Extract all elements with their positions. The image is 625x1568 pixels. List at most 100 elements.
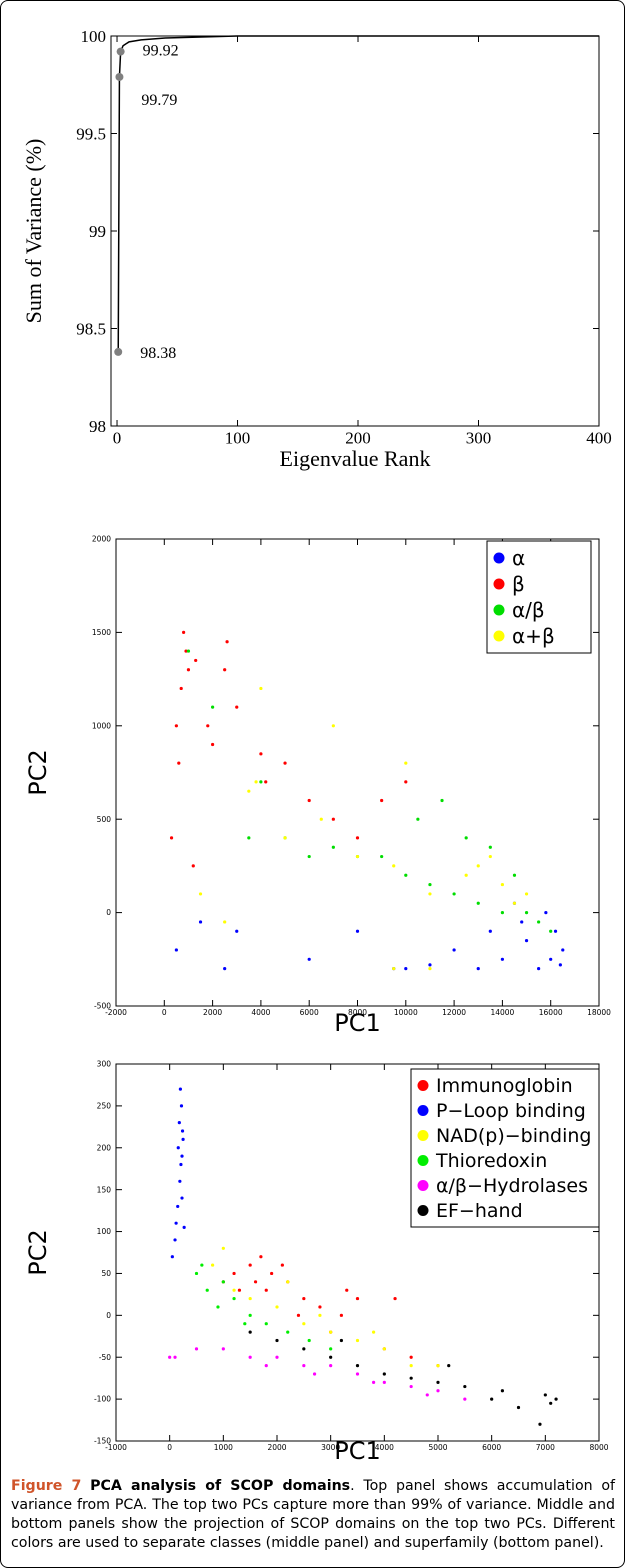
x-tick-label: 300 [466, 428, 492, 447]
x-tick-label: 6000 [482, 1443, 501, 1452]
point [168, 1355, 172, 1359]
x-tick-label: 400 [586, 428, 612, 447]
point [275, 1305, 279, 1309]
x-tick-label: 2000 [267, 1443, 286, 1452]
legend-label: P−Loop binding [436, 1100, 586, 1122]
point [186, 649, 191, 653]
point [178, 1087, 182, 1091]
x-tick-label: 2000 [203, 1008, 222, 1017]
point [490, 1397, 494, 1401]
point [452, 948, 456, 952]
point [329, 1355, 333, 1359]
x-tick-label: 0 [162, 1008, 167, 1017]
point [464, 873, 468, 877]
point [211, 705, 215, 709]
point [537, 967, 541, 971]
point [524, 892, 529, 896]
point [393, 1296, 397, 1301]
point [339, 1338, 343, 1343]
point [221, 1347, 225, 1351]
point [181, 1137, 185, 1141]
point [221, 1246, 225, 1250]
point [500, 1389, 504, 1393]
x-tick-label: 4000 [251, 1008, 270, 1017]
point [177, 761, 181, 765]
point [549, 1401, 553, 1405]
legend-label: β [512, 572, 525, 596]
point [176, 1204, 180, 1209]
point [248, 1355, 252, 1359]
point [428, 892, 432, 896]
legend-label: α [512, 546, 525, 570]
point [355, 836, 360, 840]
point [191, 864, 195, 868]
point [174, 724, 178, 728]
point [318, 1305, 322, 1309]
point [409, 1355, 413, 1359]
point [436, 1389, 440, 1393]
point [237, 1288, 242, 1292]
point [235, 929, 239, 933]
marker [116, 47, 125, 56]
point [302, 1322, 306, 1326]
y-tick-label: 0 [106, 1311, 111, 1320]
y-tick-label: 1000 [92, 721, 111, 730]
point [500, 882, 504, 887]
y-tick-label: 98 [89, 417, 106, 436]
point [283, 836, 287, 840]
point [331, 845, 335, 849]
point [476, 967, 480, 971]
point [538, 1422, 542, 1426]
point [404, 967, 408, 971]
point [463, 1397, 467, 1401]
charts: 0 100 200 300 400 98 98.5 99 99.5 100 Eigenvalue R… [21, 27, 612, 1465]
x-tick-label: 16000 [539, 1008, 563, 1017]
caption-label: Figure 7 [11, 1478, 82, 1494]
point [537, 920, 541, 924]
y-tick-label: 99 [89, 222, 106, 241]
caption-title: PCA analysis of SCOP domains [90, 1478, 351, 1494]
point [200, 1263, 204, 1267]
point [428, 882, 432, 887]
point [283, 761, 287, 765]
legend-marker [493, 578, 505, 590]
x-tick-label: 4000 [375, 1443, 394, 1452]
x-tick-label: 14000 [490, 1008, 514, 1017]
point [247, 789, 251, 793]
point [554, 1397, 558, 1401]
point [170, 1255, 174, 1259]
legend-box [486, 540, 592, 654]
legend-label: α/β [512, 598, 545, 622]
y-tick-label: 50 [101, 1269, 111, 1278]
point [174, 1221, 178, 1225]
x-axis-label: Eigenvalue Rank [280, 446, 431, 471]
point [549, 957, 553, 961]
point [232, 1271, 236, 1276]
x-tick-label: 10000 [394, 1008, 418, 1017]
point [194, 1271, 199, 1276]
legend-marker [417, 1080, 429, 1091]
point [264, 1288, 268, 1292]
point [416, 817, 420, 821]
point [447, 1364, 451, 1368]
point [318, 1313, 322, 1317]
plot-frame [110, 35, 600, 427]
point [307, 798, 311, 803]
point [307, 1338, 311, 1343]
point [392, 864, 396, 868]
point [211, 1263, 215, 1267]
point [382, 1380, 386, 1384]
legend-marker [417, 1105, 429, 1116]
point [355, 854, 360, 859]
point [355, 929, 360, 933]
y-tick-label: 2000 [92, 535, 111, 544]
point [544, 911, 548, 915]
x-tick-label: 1000 [214, 1443, 233, 1452]
point [179, 1162, 183, 1167]
point [221, 1280, 225, 1284]
y-axis-label: PC2 [24, 1229, 52, 1276]
plot-frame [115, 1063, 600, 1442]
point [177, 1121, 181, 1125]
point [259, 752, 263, 756]
point [174, 948, 178, 952]
